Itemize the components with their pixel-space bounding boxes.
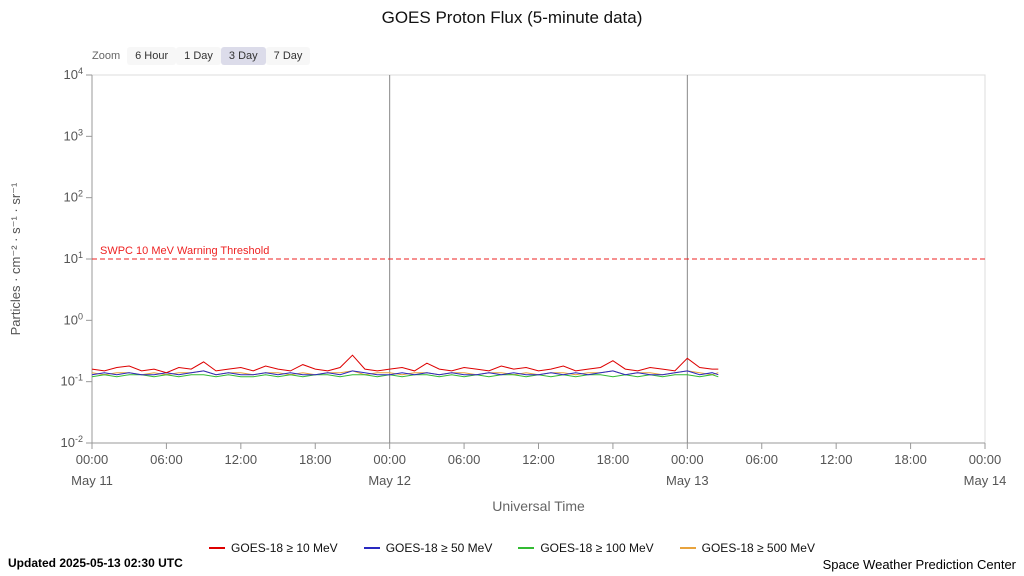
- legend-swatch: [209, 547, 226, 549]
- legend-swatch: [518, 547, 535, 549]
- legend-label: GOES-18 ≥ 50 MeV: [385, 541, 493, 555]
- series-line-2: [91, 374, 719, 378]
- legend-item-1[interactable]: GOES-18 ≥ 50 MeV: [363, 541, 493, 555]
- x-tick-label: 18:00: [597, 452, 630, 467]
- legend-swatch: [363, 547, 380, 549]
- series-line-0: [91, 354, 719, 374]
- x-tick-label: 12:00: [820, 452, 853, 467]
- zoom-button-7-day[interactable]: 7 Day: [265, 47, 311, 65]
- y-tick-label: 10-2: [61, 434, 83, 450]
- chart-legend: GOES-18 ≥ 10 MeV GOES-18 ≥ 50 MeV GOES-18 …: [0, 541, 1024, 555]
- threshold-label: SWPC 10 MeV Warning Threshold: [100, 245, 269, 257]
- x-day-label: May 13: [666, 473, 709, 488]
- y-tick-label: 101: [64, 250, 83, 266]
- legend-item-3[interactable]: GOES-18 ≥ 500 MeV: [679, 541, 815, 555]
- updated-timestamp: Updated 2025-05-13 02:30 UTC: [8, 556, 183, 570]
- legend-swatch: [679, 547, 696, 549]
- x-tick-label: 06:00: [745, 452, 778, 467]
- x-day-label: May 12: [368, 473, 411, 488]
- x-tick-label: 00:00: [671, 452, 704, 467]
- x-tick-label: 18:00: [299, 452, 332, 467]
- zoom-button-3-day[interactable]: 3 Day: [220, 47, 266, 65]
- x-tick-label: 06:00: [448, 452, 481, 467]
- x-tick-label: 00:00: [969, 452, 1002, 467]
- zoom-buttons: 6 Hour 1 Day 3 Day 7 Day: [127, 47, 311, 65]
- y-tick-label: 102: [64, 189, 83, 205]
- legend-label: GOES-18 ≥ 10 MeV: [231, 541, 338, 555]
- x-tick-label: 18:00: [894, 452, 927, 467]
- x-tick-label: 06:00: [150, 452, 183, 467]
- x-axis-title: Universal Time: [492, 498, 585, 514]
- x-tick-label: 12:00: [225, 452, 258, 467]
- x-day-label: May 11: [71, 473, 113, 488]
- series-line-1: [91, 370, 719, 376]
- legend-item-0[interactable]: GOES-18 ≥ 10 MeV: [209, 541, 338, 555]
- y-tick-label: 104: [64, 66, 83, 82]
- zoom-button-6-hour[interactable]: 6 Hour: [127, 47, 177, 65]
- y-tick-label: 100: [64, 311, 83, 327]
- chart-title: GOES Proton Flux (5-minute data): [381, 8, 643, 27]
- x-tick-label: 00:00: [76, 452, 109, 467]
- y-tick-label: 103: [64, 127, 83, 143]
- x-day-label: May 14: [964, 473, 1007, 488]
- legend-item-2[interactable]: GOES-18 ≥ 100 MeV: [518, 541, 654, 555]
- y-axis-title: Particles · cm⁻² · s⁻¹ · sr⁻¹: [8, 182, 23, 335]
- y-tick-label: 10-1: [61, 373, 83, 389]
- legend-label: GOES-18 ≥ 100 MeV: [540, 541, 654, 555]
- zoom-label: Zoom: [92, 50, 121, 62]
- legend-label: GOES-18 ≥ 500 MeV: [701, 541, 815, 555]
- x-tick-label: 00:00: [373, 452, 406, 467]
- zoom-controls: Zoom 6 Hour 1 Day 3 Day 7 Day: [92, 47, 311, 65]
- credit-text: Space Weather Prediction Center: [822, 557, 1016, 572]
- plot-border: [91, 74, 986, 444]
- x-tick-label: 12:00: [522, 452, 555, 467]
- zoom-button-1-day[interactable]: 1 Day: [176, 47, 221, 65]
